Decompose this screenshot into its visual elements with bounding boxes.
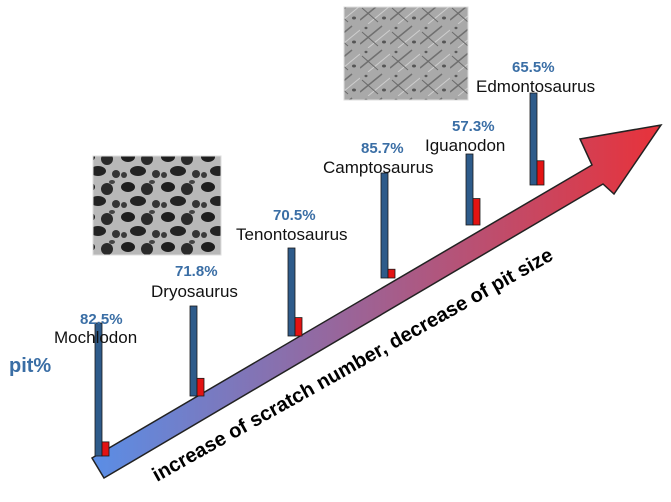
scratch-trend-arrow (90, 123, 663, 480)
pit-percent-label-dryosaurus: 71.8% (175, 263, 218, 280)
taxon-name-camptosaurus: Camptosaurus (323, 158, 434, 177)
scratch-bar-dryosaurus (196, 377, 205, 397)
taxon-edmontosaurus: 65.5%Edmontosaurus (476, 59, 595, 186)
arrow-caption: increase of scratch number, decrease of … (149, 244, 557, 486)
scratch-bar-mochlodon (101, 441, 110, 457)
pit-percent-label-mochlodon: 82.5% (80, 311, 123, 328)
microwear-pits-micrograph-icon (92, 155, 222, 256)
pit-bar-dryosaurus (189, 305, 198, 397)
taxon-camptosaurus: 85.7%Camptosaurus (323, 140, 434, 279)
taxon-name-iguanodon: Iguanodon (425, 136, 505, 155)
taxon-name-dryosaurus: Dryosaurus (151, 282, 238, 301)
taxon-tenontosaurus: 70.5%Tenontosaurus (236, 207, 348, 337)
taxon-mochlodon: 82.5%Mochlodon (54, 311, 137, 457)
pit-percent-label-iguanodon: 57.3% (452, 118, 495, 135)
pit-bar-mochlodon (94, 322, 103, 457)
pit-bar-tenontosaurus (287, 247, 296, 337)
pit-bar-edmontosaurus (529, 92, 538, 186)
pit-percent-label-edmontosaurus: 65.5% (512, 59, 555, 76)
pit-percent-label-camptosaurus: 85.7% (361, 140, 404, 157)
taxon-dryosaurus: 71.8% Dryosaurus (151, 263, 238, 397)
microwear-scratches-micrograph-icon (343, 6, 469, 101)
taxa-group: 82.5%Mochlodon71.8%Dryosaurus70.5%Tenont… (54, 59, 595, 457)
scratch-bar-camptosaurus (387, 268, 396, 279)
scratch-bar-edmontosaurus (536, 160, 545, 186)
taxon-name-edmontosaurus: Edmontosaurus (476, 77, 595, 96)
pit-percent-axis-label: pit% (9, 355, 51, 377)
pit-bar-iguanodon (465, 153, 474, 226)
pit-bar-camptosaurus (380, 172, 389, 279)
scratch-bar-iguanodon (472, 198, 481, 226)
taxon-iguanodon: 57.3%Iguanodon (425, 118, 505, 226)
taxon-name-tenontosaurus: Tenontosaurus (236, 225, 348, 244)
taxon-name-mochlodon: Mochlodon (54, 328, 137, 347)
pit-percent-label-tenontosaurus: 70.5% (273, 207, 316, 224)
scratch-bar-tenontosaurus (294, 317, 303, 337)
